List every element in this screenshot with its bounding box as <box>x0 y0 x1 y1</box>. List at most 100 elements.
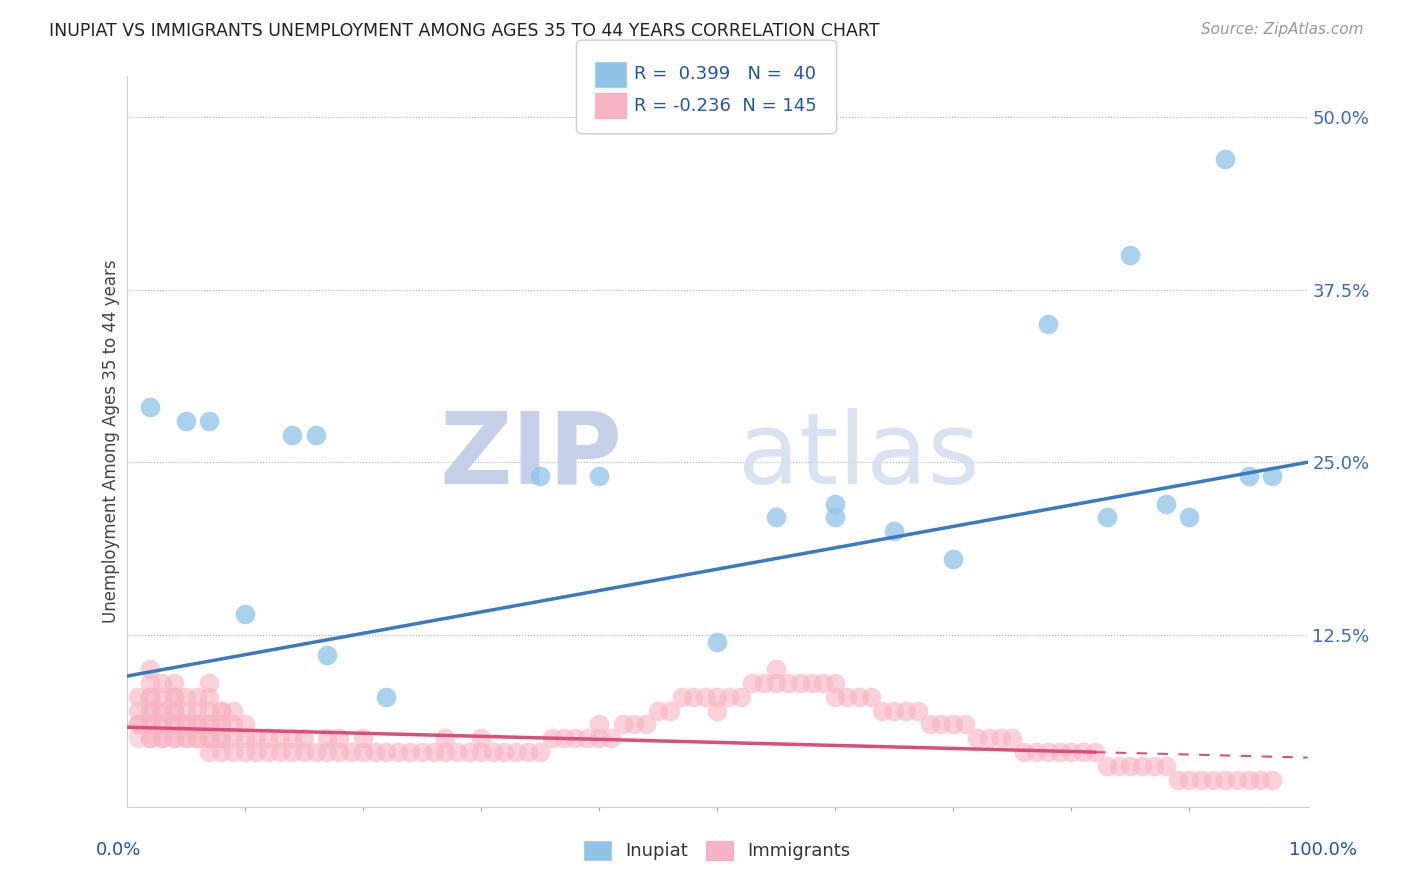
Text: 0.0%: 0.0% <box>96 840 141 858</box>
Point <box>257 745 280 759</box>
Point <box>1154 497 1177 511</box>
Point <box>894 704 917 718</box>
Point <box>695 690 717 704</box>
Point <box>198 704 221 718</box>
Point <box>150 717 173 731</box>
Point <box>281 731 304 746</box>
Point <box>588 717 610 731</box>
Point <box>150 676 173 690</box>
Point <box>564 731 586 746</box>
Point <box>411 745 433 759</box>
Point <box>375 745 398 759</box>
Point <box>163 690 186 704</box>
Point <box>340 745 363 759</box>
Point <box>1143 759 1166 773</box>
Point <box>1213 152 1236 166</box>
Point <box>458 745 481 759</box>
Point <box>163 731 186 746</box>
Point <box>1119 248 1142 262</box>
Point <box>1084 745 1107 759</box>
Point <box>387 745 409 759</box>
Point <box>730 690 752 704</box>
Point <box>186 717 208 731</box>
Point <box>1178 772 1201 787</box>
Point <box>977 731 1000 746</box>
Legend: Inupiat, Immigrants: Inupiat, Immigrants <box>576 834 858 868</box>
Point <box>553 731 575 746</box>
Point <box>481 745 503 759</box>
Point <box>1189 772 1212 787</box>
Point <box>1249 772 1271 787</box>
Point <box>363 745 385 759</box>
Point <box>671 690 693 704</box>
Point <box>316 731 339 746</box>
Point <box>647 704 669 718</box>
Point <box>1178 510 1201 524</box>
Point <box>1025 745 1047 759</box>
Point <box>233 745 256 759</box>
Point <box>139 690 162 704</box>
Point <box>233 607 256 621</box>
Point <box>292 745 315 759</box>
Point <box>1154 759 1177 773</box>
Point <box>942 717 965 731</box>
Point <box>1202 772 1225 787</box>
Point <box>304 427 326 442</box>
Point <box>150 704 173 718</box>
Point <box>163 717 186 731</box>
Point <box>163 731 186 746</box>
Point <box>257 731 280 746</box>
Point <box>127 704 149 718</box>
Point <box>209 731 232 746</box>
Point <box>1071 745 1094 759</box>
Point <box>540 731 562 746</box>
Point <box>1060 745 1083 759</box>
Point <box>517 745 540 759</box>
Text: ZIP: ZIP <box>440 408 623 505</box>
Text: Source: ZipAtlas.com: Source: ZipAtlas.com <box>1201 22 1364 37</box>
Point <box>953 717 976 731</box>
Point <box>163 704 186 718</box>
Point <box>316 745 339 759</box>
Point <box>1095 510 1118 524</box>
Point <box>328 745 350 759</box>
Point <box>174 717 197 731</box>
Point <box>139 704 162 718</box>
Point <box>931 717 953 731</box>
Point <box>198 414 221 428</box>
Point <box>682 690 704 704</box>
Point <box>966 731 988 746</box>
Point <box>198 717 221 731</box>
Point <box>233 717 256 731</box>
Point <box>174 731 197 746</box>
Point <box>824 676 846 690</box>
Point <box>281 745 304 759</box>
Point <box>222 717 245 731</box>
Point <box>139 690 162 704</box>
Point <box>800 676 823 690</box>
Point <box>470 745 492 759</box>
Point <box>281 427 304 442</box>
Point <box>163 717 186 731</box>
Point <box>1261 772 1284 787</box>
Point <box>588 731 610 746</box>
Point <box>174 704 197 718</box>
Point <box>163 676 186 690</box>
Point <box>352 745 374 759</box>
Point <box>494 745 516 759</box>
Point <box>222 731 245 746</box>
Point <box>150 731 173 746</box>
Point <box>186 731 208 746</box>
Point <box>163 704 186 718</box>
Point <box>859 690 882 704</box>
Point <box>328 731 350 746</box>
Point <box>717 690 740 704</box>
Point <box>198 690 221 704</box>
Point <box>222 704 245 718</box>
Point <box>139 400 162 414</box>
Point <box>375 690 398 704</box>
Point <box>304 745 326 759</box>
Point <box>127 717 149 731</box>
Point <box>198 731 221 746</box>
Point <box>1049 745 1071 759</box>
